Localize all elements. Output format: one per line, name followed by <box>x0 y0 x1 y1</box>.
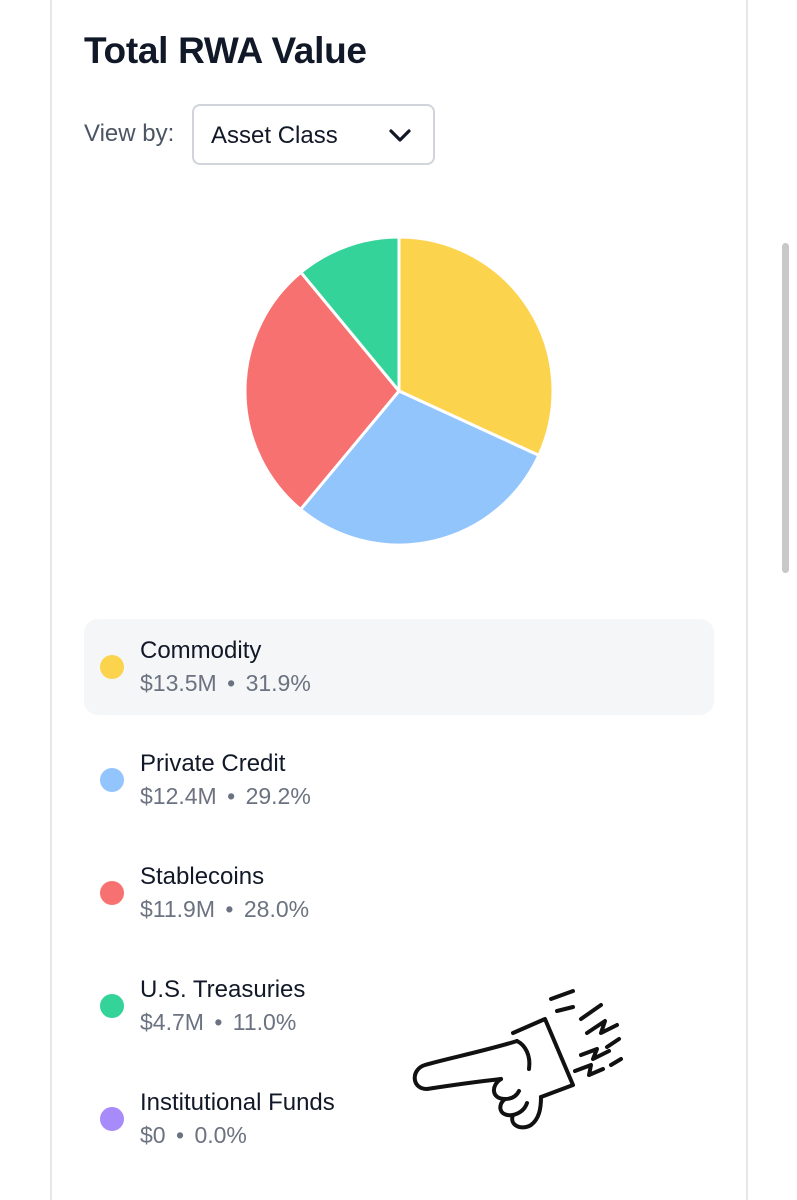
pie-slice-stablecoins[interactable] <box>243 270 401 511</box>
legend-item-name: Institutional Funds <box>140 1089 335 1116</box>
legend-separator: • <box>219 896 240 922</box>
pointing-hand-icon <box>412 989 623 1130</box>
pie-slice-u-s-treasuries[interactable] <box>299 235 401 393</box>
legend-item-value: $12.4M • 29.2% <box>140 783 311 810</box>
legend-color-dot <box>100 655 124 679</box>
legend-item-amount: $12.4M <box>140 783 217 809</box>
legend-item-amount: $11.9M <box>140 896 216 922</box>
legend-item-percent: 28.0% <box>243 896 310 922</box>
legend-item[interactable]: Stablecoins $11.9M • 28.0% <box>84 845 714 941</box>
view-by-label: View by: <box>84 120 175 147</box>
legend-item-value: $13.5M • 31.9% <box>140 670 311 697</box>
view-by-select-value: Asset Class <box>211 122 338 149</box>
legend-separator: • <box>169 1122 191 1148</box>
chart-legend: Commodity $13.5M • 31.9% Private Credit $12… <box>84 619 714 1184</box>
legend-item-name: Private Credit <box>140 750 286 777</box>
legend-separator: • <box>220 783 242 809</box>
legend-separator: • <box>220 670 242 696</box>
legend-item-name: Commodity <box>140 637 262 664</box>
chevron-down-icon <box>389 129 411 142</box>
legend-color-dot <box>100 1107 124 1131</box>
legend-item[interactable]: Commodity $13.5M • 31.9% <box>84 619 714 715</box>
legend-item-amount: $13.5M <box>140 670 217 696</box>
legend-item[interactable]: U.S. Treasuries $4.7M • 11.0% <box>84 958 714 1054</box>
legend-item-value: $4.7M • 11.0% <box>140 1009 296 1036</box>
pie-slice-commodity[interactable] <box>397 235 555 457</box>
legend-separator: • <box>207 1009 229 1035</box>
legend-color-dot <box>100 768 124 792</box>
legend-item-percent: 11.0% <box>232 1009 297 1035</box>
view-by-select[interactable]: Asset Class <box>192 104 435 165</box>
legend-item[interactable]: Institutional Funds $0 • 0.0% <box>84 1071 714 1167</box>
legend-color-dot <box>100 881 124 905</box>
pie-slice-private-credit[interactable] <box>299 389 541 547</box>
legend-item-percent: 31.9% <box>245 670 311 696</box>
legend-item-percent: 29.2% <box>245 783 311 809</box>
legend-item-percent: 0.0% <box>194 1122 247 1148</box>
legend-item[interactable]: Private Credit $12.4M • 29.2% <box>84 732 714 828</box>
legend-item-amount: $0 <box>140 1122 166 1148</box>
rwa-card <box>50 0 748 1200</box>
legend-item-value: $0 • 0.0% <box>140 1122 247 1149</box>
legend-item-value: $11.9M • 28.0% <box>140 896 309 923</box>
page-title: Total RWA Value <box>84 30 367 71</box>
legend-color-dot <box>100 994 124 1018</box>
legend-item-amount: $4.7M <box>140 1009 204 1035</box>
legend-item-name: U.S. Treasuries <box>140 976 306 1003</box>
legend-item-name: Stablecoins <box>140 863 265 890</box>
scrollbar[interactable] <box>782 243 789 573</box>
